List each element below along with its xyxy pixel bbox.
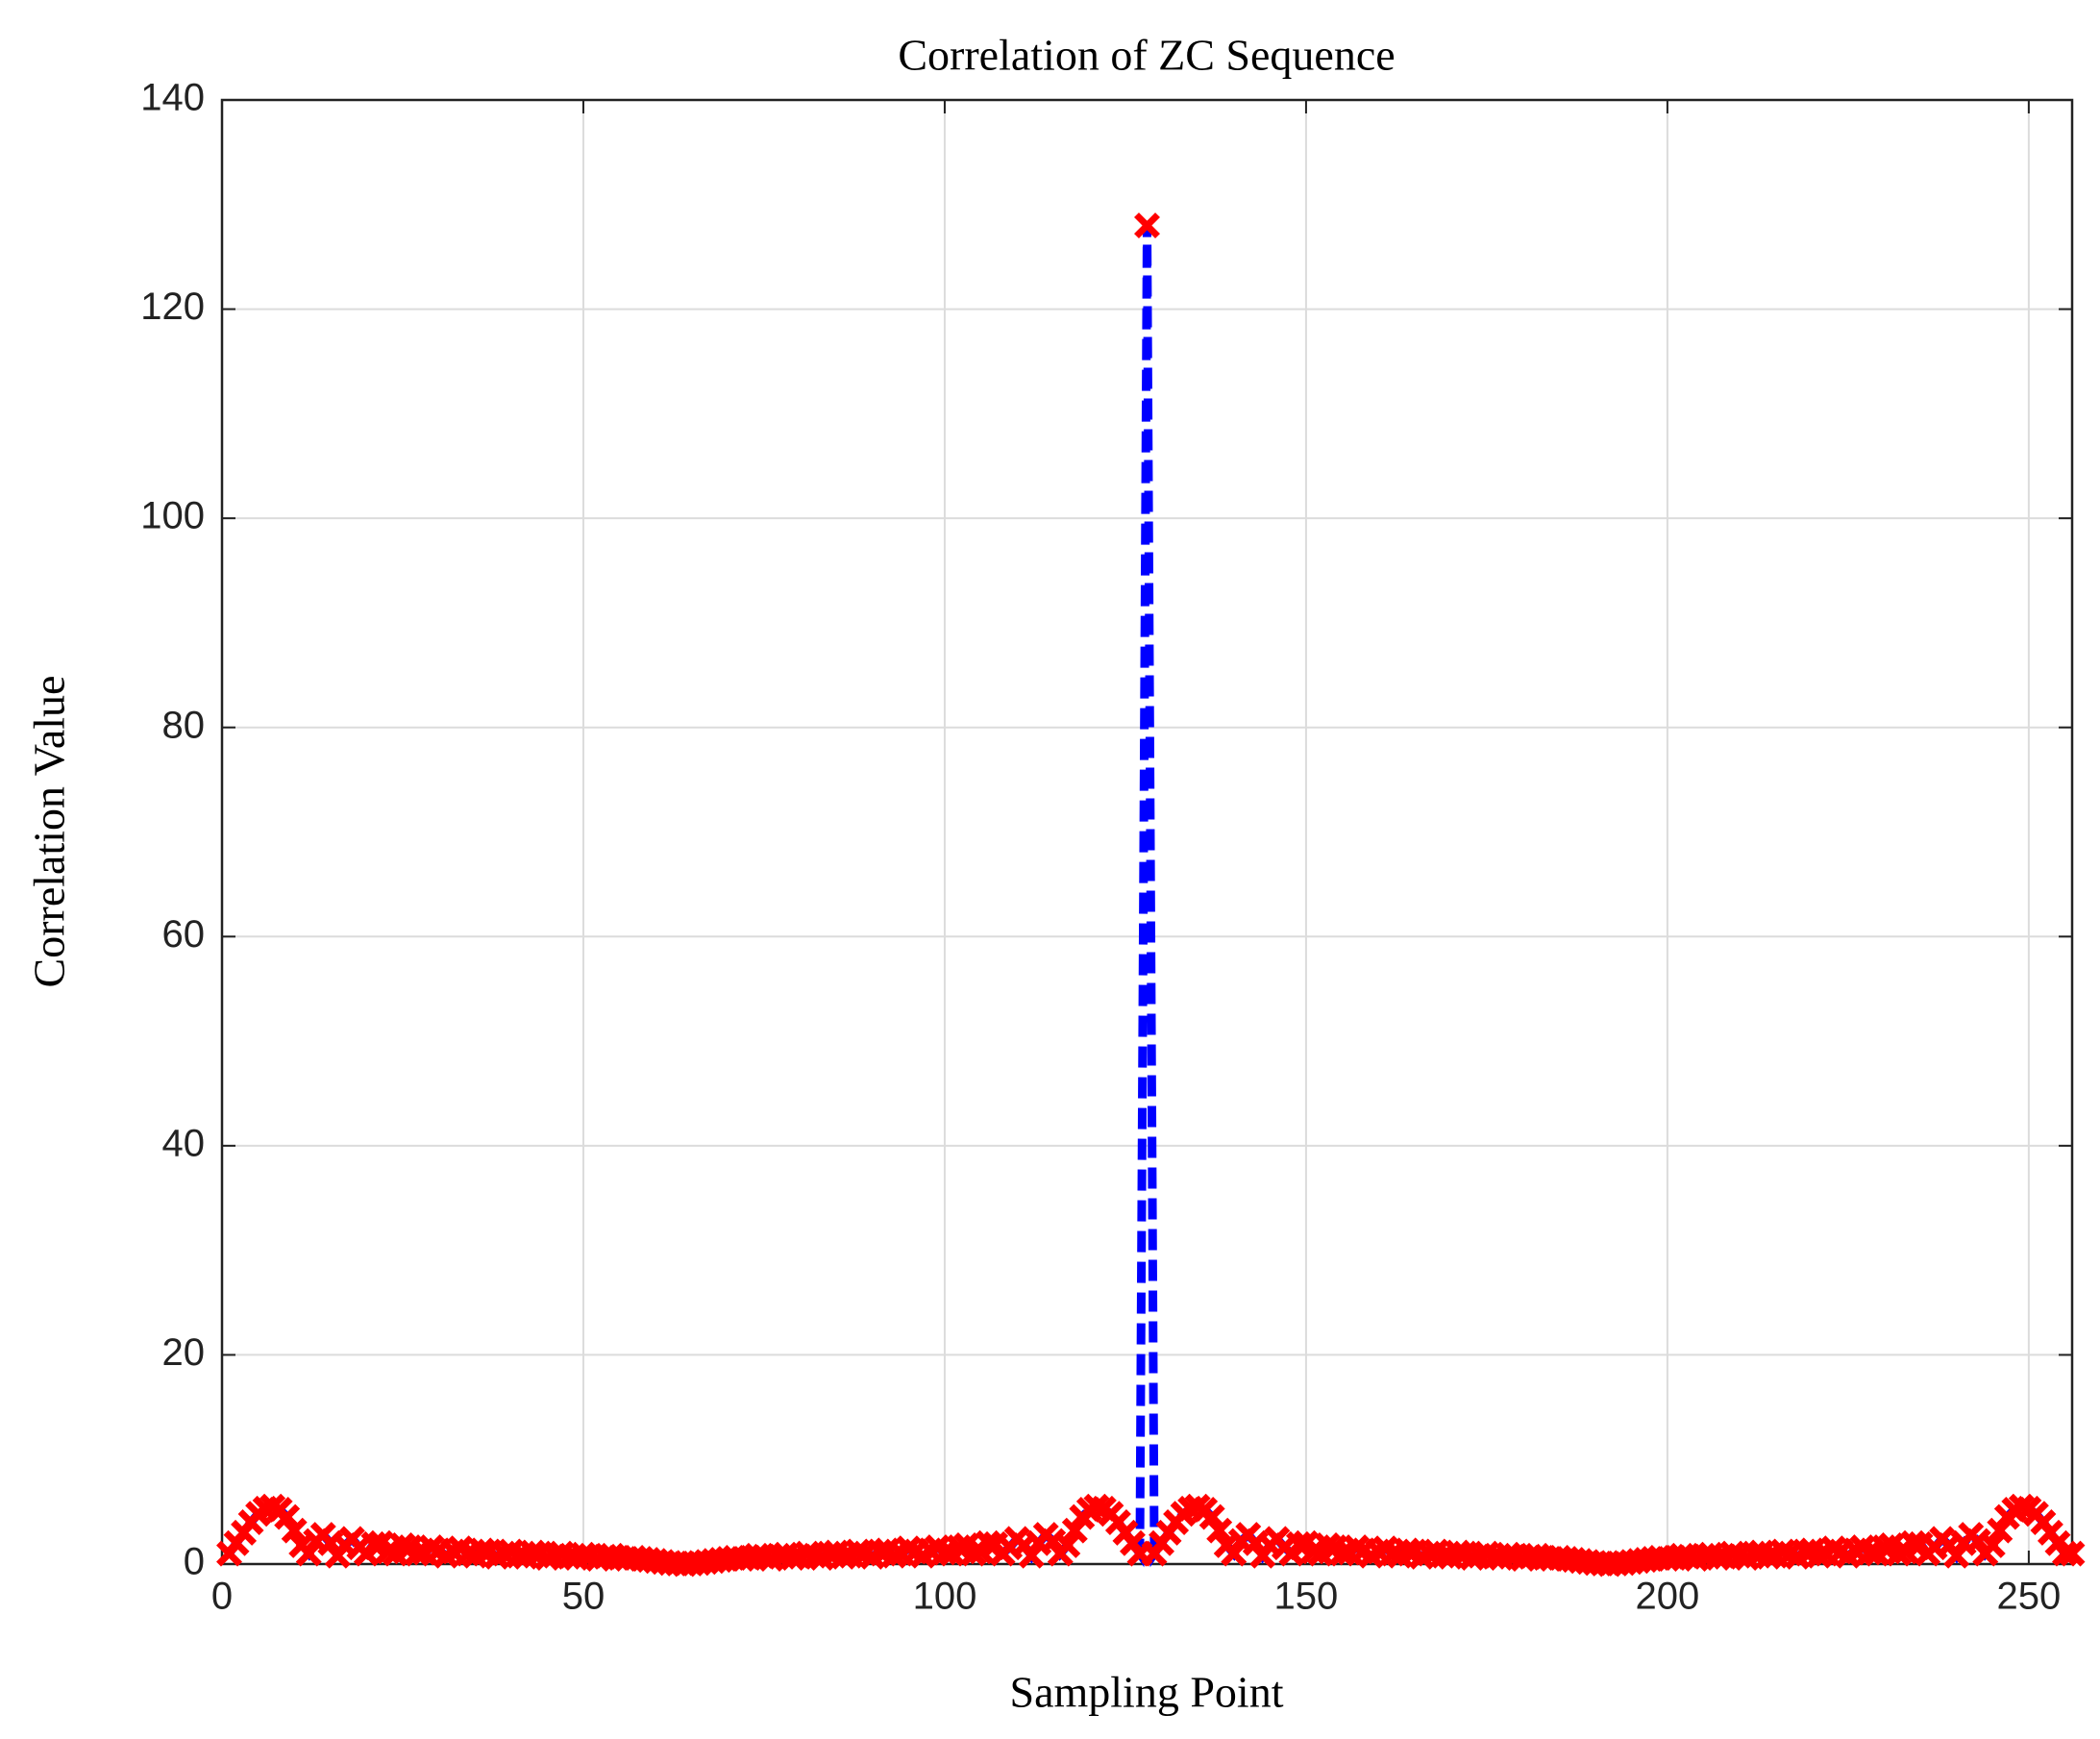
y-tick-label: 60 bbox=[162, 913, 206, 956]
data-marker bbox=[1329, 1540, 1356, 1567]
y-tick-label: 120 bbox=[140, 286, 205, 328]
data-marker bbox=[1755, 1543, 1782, 1570]
data-marker bbox=[1299, 1538, 1326, 1565]
x-tick-label: 0 bbox=[211, 1576, 233, 1618]
data-marker bbox=[404, 1540, 431, 1567]
y-tick-label: 40 bbox=[162, 1122, 206, 1164]
series-line bbox=[225, 225, 2072, 1569]
data-marker bbox=[281, 1517, 308, 1544]
chart-title: Correlation of ZC Sequence bbox=[898, 31, 1395, 80]
data-marker bbox=[880, 1542, 907, 1569]
data-marker bbox=[1769, 1538, 1796, 1565]
data-marker bbox=[1315, 1531, 1341, 1558]
data-marker bbox=[2059, 1540, 2086, 1567]
data-marker bbox=[469, 1537, 496, 1564]
data-marker bbox=[1445, 1539, 1471, 1566]
data-marker bbox=[274, 1503, 301, 1530]
data-marker bbox=[1134, 212, 1160, 239]
data-marker bbox=[1083, 1493, 1110, 1520]
data-marker bbox=[519, 1539, 546, 1566]
data-marker bbox=[360, 1530, 387, 1557]
data-marker bbox=[1856, 1539, 1883, 1566]
x-tick-label: 50 bbox=[562, 1576, 605, 1618]
data-marker bbox=[1806, 1542, 1833, 1569]
x-tick-label: 150 bbox=[1274, 1576, 1339, 1618]
data-marker bbox=[389, 1531, 416, 1558]
x-tick-label: 250 bbox=[1997, 1576, 2062, 1618]
x-tick-label: 100 bbox=[913, 1576, 977, 1618]
data-marker bbox=[1061, 1517, 1088, 1544]
data-marker bbox=[1943, 1542, 1970, 1569]
data-marker bbox=[2052, 1540, 2078, 1567]
data-marker bbox=[931, 1539, 958, 1566]
y-tick-label: 20 bbox=[162, 1331, 206, 1374]
data-marker bbox=[845, 1538, 872, 1565]
data-marker bbox=[1871, 1534, 1897, 1561]
x-tick-label: 200 bbox=[1636, 1576, 1700, 1618]
data-marker bbox=[1394, 1537, 1421, 1564]
y-axis-label: Correlation Value bbox=[25, 676, 74, 988]
y-tick-label: 80 bbox=[162, 704, 206, 746]
y-tick-label: 0 bbox=[184, 1541, 205, 1583]
data-marker bbox=[1987, 1517, 2014, 1544]
data-marker bbox=[1206, 1517, 1233, 1544]
data-marker bbox=[2008, 1493, 2035, 1520]
data-marker bbox=[1198, 1503, 1225, 1530]
y-tick-label: 100 bbox=[140, 495, 205, 537]
data-marker bbox=[1285, 1530, 1312, 1557]
data-marker bbox=[1018, 1542, 1045, 1569]
data-marker bbox=[375, 1538, 402, 1565]
y-tick-label: 140 bbox=[140, 77, 205, 119]
data-marker bbox=[946, 1534, 973, 1561]
data-marker bbox=[830, 1543, 857, 1570]
data-marker bbox=[1054, 1531, 1081, 1558]
data-marker bbox=[1979, 1531, 2006, 1558]
x-axis-label: Sampling Point bbox=[1010, 1668, 1284, 1717]
